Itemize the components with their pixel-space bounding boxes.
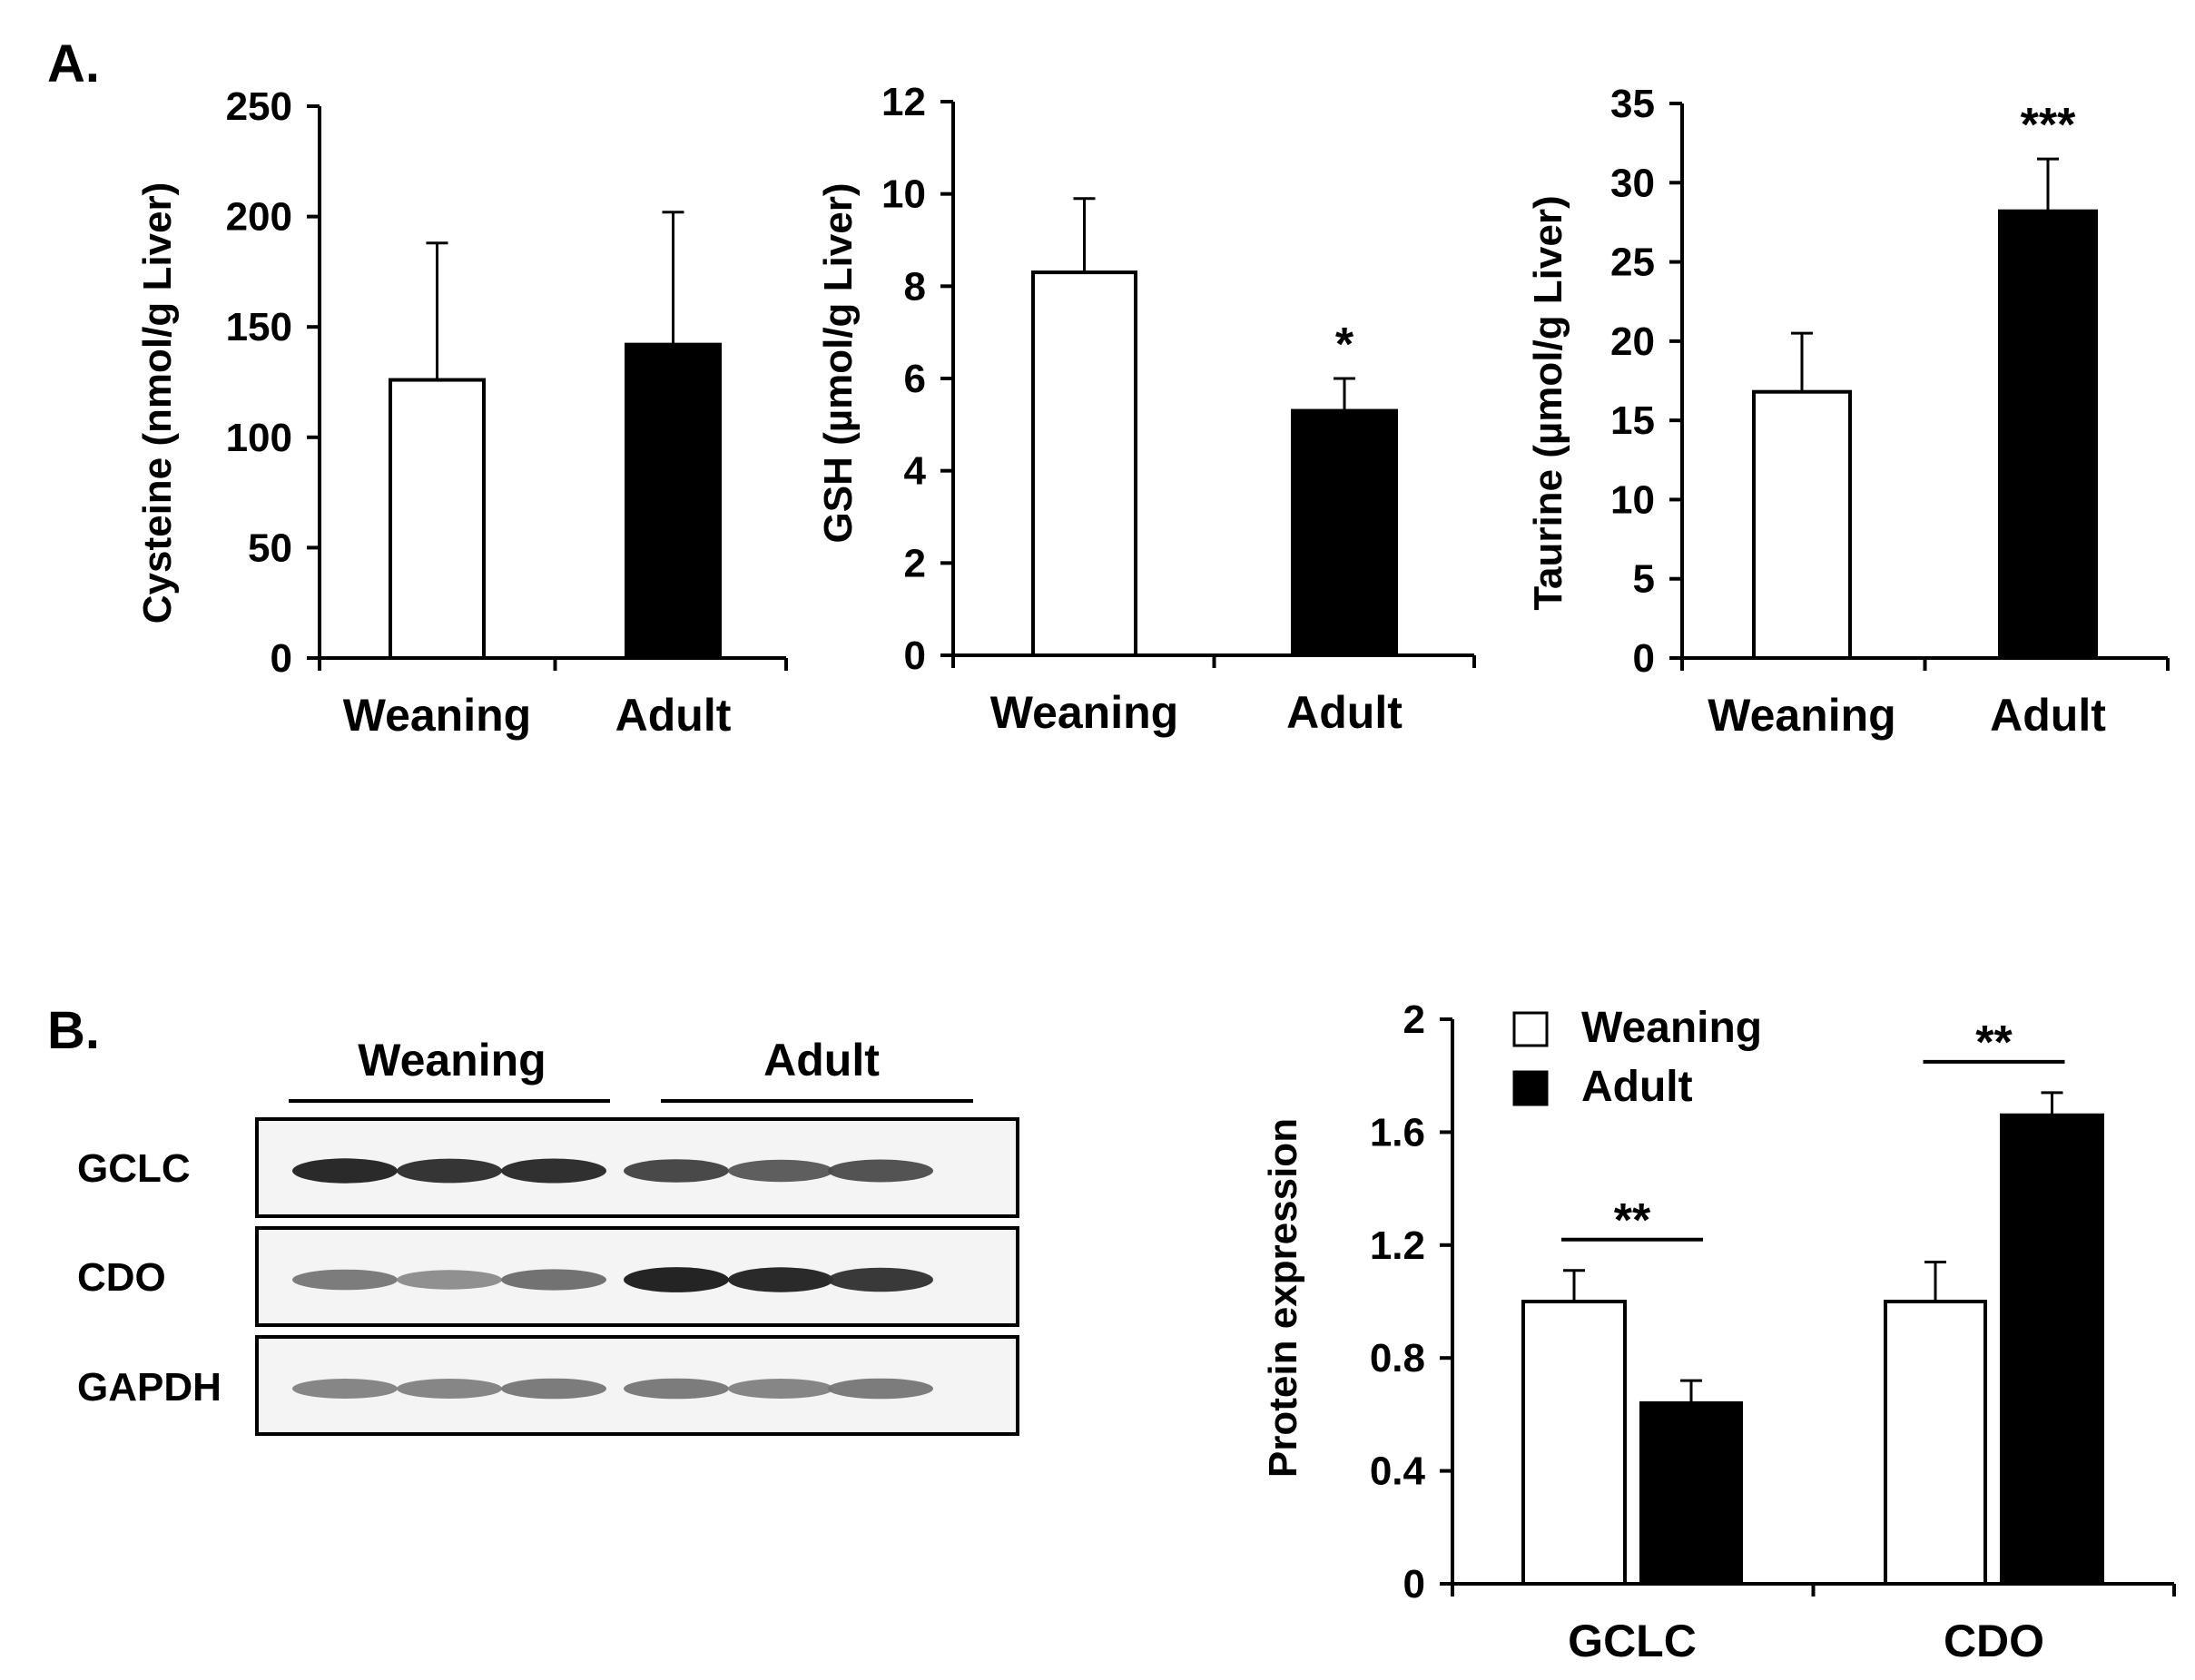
protein-bar-weaning (1521, 1300, 1627, 1586)
blot-band-gapdh (501, 1378, 606, 1400)
cysteine-y-tick-label: 150 (226, 305, 292, 349)
protein-expression-chart: 0 0.4 0.8 1.2 1.6 2 Protein expression GCLC ** CD… (1261, 997, 2176, 1666)
legend-label-weaning: Weaning (1581, 1004, 1762, 1052)
protein-x-category-label: GCLC (1568, 1616, 1697, 1666)
cysteine-chart: 0 50 100 150 200 250 Cysteine (nmol/g Liver) We… (135, 84, 788, 741)
blot-group-label-weaning: Weaning (358, 1035, 546, 1086)
blot-band-gclc (624, 1159, 729, 1183)
blot-band-gapdh (828, 1378, 933, 1400)
gsh-y-tick-label: 2 (904, 541, 926, 585)
gsh-bar (1291, 408, 1398, 657)
taurine-y-tick-label: 30 (1610, 161, 1655, 205)
blot-group-label-adult: Adult (763, 1035, 880, 1086)
blot-band-cdo (728, 1267, 833, 1292)
protein-bar-weaning (1884, 1300, 1987, 1586)
gsh-y-tick-label: 0 (904, 634, 926, 678)
blot-band-gapdh (397, 1379, 502, 1399)
taurine-x-category-label: Adult (1990, 690, 2106, 741)
taurine-y-tick-label: 5 (1633, 557, 1655, 602)
gsh-chart: 0 2 4 6 8 10 12 GSH (µmol/g Liver) Weaning Adult * (816, 80, 1476, 738)
western-blot: Weaning Adult GCLC CDO GAPDH (77, 1035, 1019, 1436)
cysteine-y-tick-label: 250 (226, 84, 292, 129)
protein-bar-adult (1639, 1400, 1743, 1586)
blot-band-cdo (292, 1269, 398, 1291)
gsh-y-axis-label: GSH (µmol/g Liver) (816, 183, 861, 544)
protein-y-tick-label: 1.2 (1370, 1223, 1425, 1268)
cysteine-y-tick-label: 50 (248, 526, 292, 570)
cysteine-x-category-label: Adult (615, 690, 732, 741)
protein-y-axis-label: Protein expression (1261, 1118, 1305, 1478)
taurine-x-category-label: Weaning (1708, 690, 1895, 741)
cysteine-bar (389, 378, 486, 660)
blot-band-cdo (501, 1269, 606, 1291)
protein-significance-label: ** (1614, 1194, 1651, 1247)
blot-band-gclc (501, 1158, 606, 1184)
gsh-x-category-label: Weaning (990, 687, 1178, 738)
gsh-y-tick-label: 10 (881, 172, 926, 217)
cysteine-bar (625, 342, 722, 660)
taurine-y-axis-label: Taurine (µmol/g Liver) (1526, 195, 1570, 610)
taurine-y-tick-label: 35 (1610, 82, 1655, 126)
blot-band-gclc (728, 1159, 833, 1183)
legend-swatch-weaning (1512, 1011, 1549, 1047)
taurine-chart: 0 5 10 15 20 25 30 35 Taurine (µmol/g Liver) Wean… (1526, 82, 2170, 741)
cysteine-x-category-label: Weaning (343, 690, 531, 741)
gsh-y-tick-label: 6 (904, 357, 926, 401)
taurine-y-tick-label: 15 (1610, 398, 1655, 443)
cysteine-y-tick-label: 100 (226, 416, 292, 460)
taurine-bar (1752, 389, 1852, 660)
protein-significance-label: ** (1975, 1017, 2013, 1069)
blot-band-gapdh (292, 1379, 398, 1399)
taurine-y-tick-label: 20 (1610, 319, 1655, 364)
blot-row-label-gapdh: GAPDH (77, 1365, 221, 1410)
gsh-x-category-label: Adult (1286, 687, 1403, 738)
blot-bands (292, 1158, 933, 1400)
panel-a-label: A. (47, 34, 100, 93)
protein-y-tick-label: 1.6 (1370, 1110, 1425, 1154)
legend-label-adult: Adult (1581, 1063, 1693, 1111)
cysteine-y-tick-label: 0 (271, 636, 292, 681)
protein-y-tick-label: 0.8 (1370, 1336, 1425, 1380)
taurine-y-tick-label: 10 (1610, 477, 1655, 522)
protein-y-tick-label: 0.4 (1370, 1449, 1426, 1494)
protein-y-tick-label: 2 (1403, 997, 1425, 1042)
taurine-significance-label: *** (2021, 99, 2076, 152)
taurine-y-tick-label: 0 (1633, 636, 1655, 681)
blot-band-cdo (624, 1267, 729, 1292)
blot-row-label-gclc: GCLC (77, 1146, 191, 1191)
gsh-y-tick-label: 4 (904, 449, 927, 494)
gsh-y-tick-label: 12 (881, 80, 926, 124)
blot-band-gclc (397, 1158, 502, 1184)
gsh-y-tick-label: 8 (904, 264, 926, 309)
blot-band-gapdh (624, 1378, 729, 1400)
taurine-y-tick-label: 25 (1610, 241, 1655, 285)
blot-band-gclc (292, 1158, 398, 1184)
blot-row-label-cdo: CDO (77, 1255, 166, 1300)
protein-x-category-label: CDO (1944, 1616, 2044, 1666)
protein-bar-adult (2000, 1113, 2104, 1586)
protein-y-tick-label: 0 (1403, 1562, 1425, 1606)
panel-b-label: B. (47, 1001, 100, 1060)
taurine-bar (1998, 209, 2098, 661)
cysteine-y-tick-label: 200 (226, 195, 292, 240)
gsh-significance-label: * (1335, 319, 1354, 371)
blot-band-cdo (828, 1267, 933, 1292)
gsh-bar (1031, 270, 1137, 657)
blot-band-gapdh (728, 1379, 833, 1399)
cysteine-y-axis-label: Cysteine (nmol/g Liver) (135, 182, 180, 624)
legend-swatch-adult (1512, 1070, 1549, 1106)
blot-band-cdo (397, 1270, 502, 1290)
blot-band-gclc (828, 1159, 933, 1183)
